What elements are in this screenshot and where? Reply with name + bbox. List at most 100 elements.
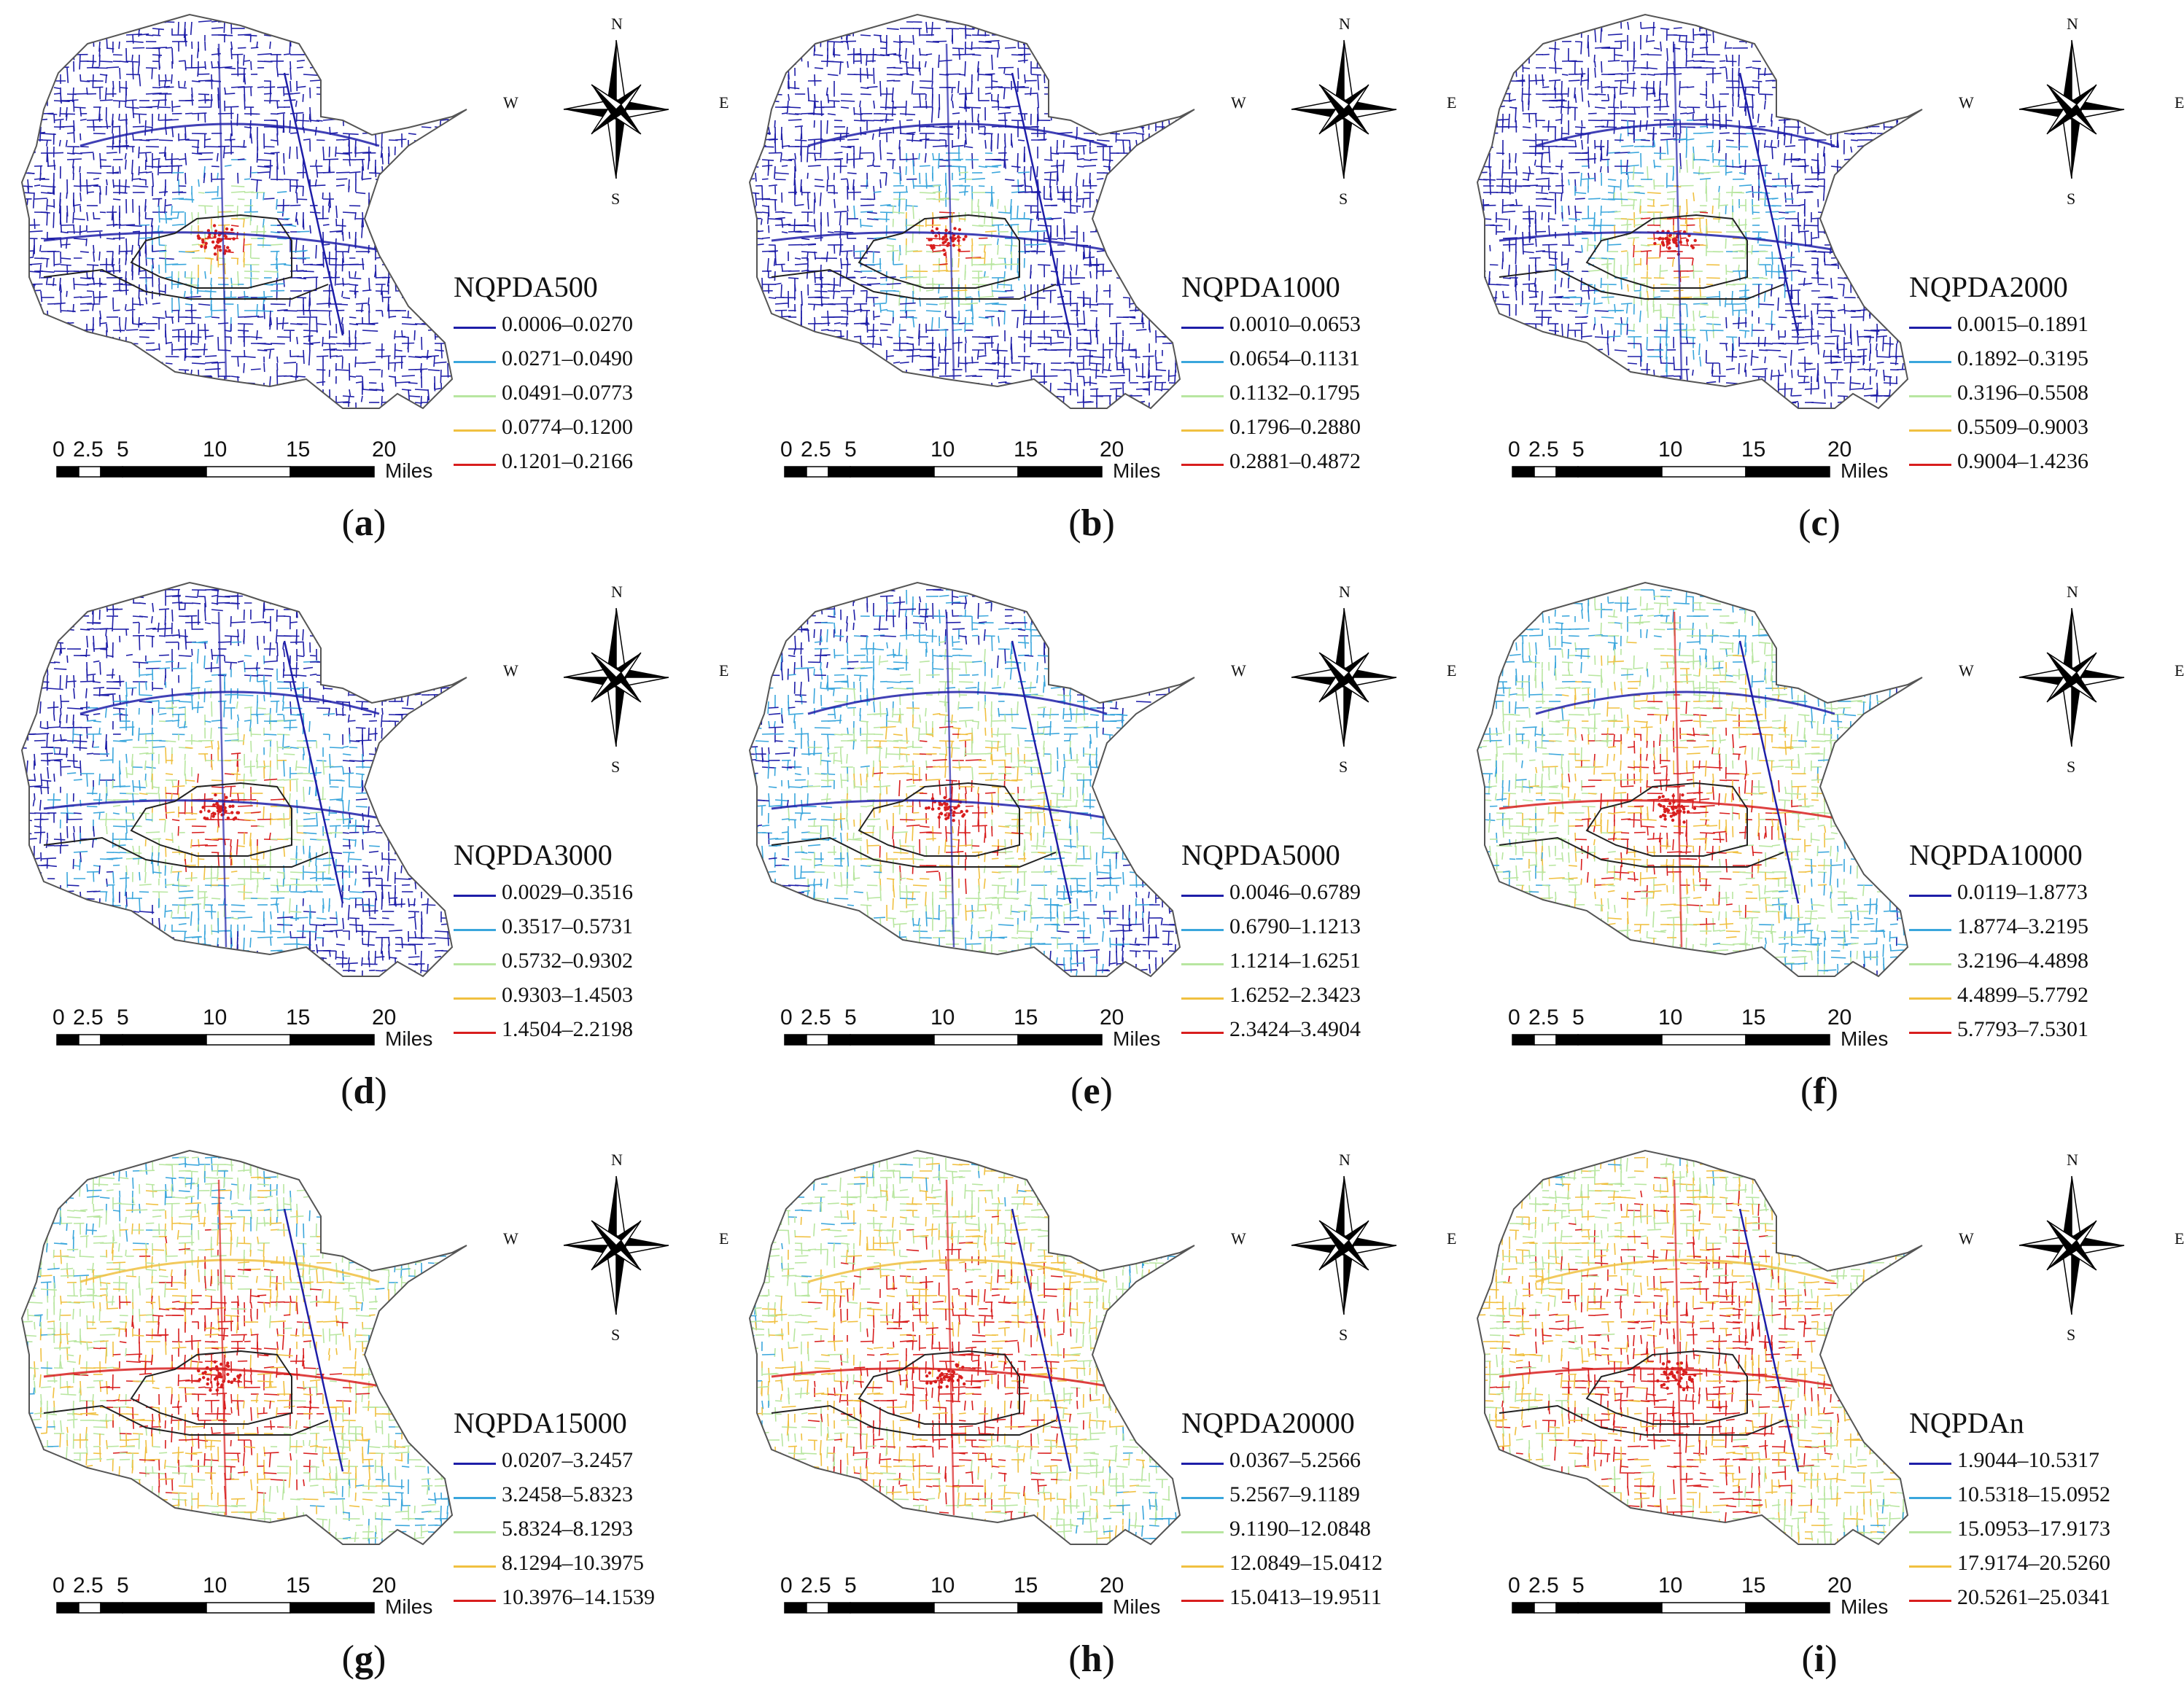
road-segment	[349, 61, 351, 69]
road-segment	[158, 74, 160, 87]
road-segment	[322, 67, 325, 81]
road-segment	[65, 238, 68, 249]
road-segment	[257, 349, 268, 351]
road-segment	[1057, 74, 1070, 77]
road-segment	[918, 330, 920, 346]
road-segment	[269, 41, 271, 50]
road-segment	[381, 21, 383, 36]
road-segment	[276, 309, 288, 311]
road-segment	[158, 28, 160, 35]
road-segment	[1162, 225, 1172, 227]
road-segment	[1030, 74, 1041, 76]
road-segment	[1167, 323, 1170, 331]
road-segment	[47, 152, 49, 167]
road-segment	[1082, 179, 1084, 187]
road-segment	[198, 179, 200, 187]
road-segment	[270, 231, 280, 234]
road-segment	[839, 61, 842, 75]
road-segment	[873, 263, 882, 265]
road-segment	[1607, 33, 1623, 36]
road-segment	[1882, 28, 1884, 42]
road-segment	[190, 376, 193, 385]
road-segment	[1044, 74, 1046, 83]
road-segment	[1135, 184, 1145, 187]
road-segment	[1017, 184, 1025, 187]
road-segment	[899, 302, 916, 305]
road-segment	[335, 152, 349, 155]
road-segment	[1778, 20, 1795, 23]
road-segment	[276, 251, 278, 261]
road-segment	[860, 74, 874, 76]
road-segment	[793, 343, 796, 351]
road-segment	[919, 138, 930, 141]
road-segment	[750, 152, 755, 154]
road-segment	[1652, 21, 1655, 36]
road-segment	[112, 139, 114, 150]
road-segment	[66, 47, 74, 50]
road-segment	[1004, 34, 1018, 36]
road-segment	[152, 348, 160, 351]
road-segment	[39, 126, 42, 142]
road-segment	[440, 382, 443, 394]
road-segment	[256, 192, 258, 200]
road-segment	[158, 113, 160, 121]
road-segment	[1128, 28, 1130, 42]
road-segment	[408, 52, 415, 55]
road-segment	[289, 376, 299, 378]
road-segment	[230, 402, 244, 405]
road-segment	[939, 217, 949, 219]
road-segment	[454, 106, 467, 109]
road-segment	[807, 172, 809, 179]
road-segment	[1882, 47, 1884, 59]
road-segment	[139, 74, 141, 87]
road-segment	[426, 349, 429, 360]
road-segment	[171, 316, 174, 324]
road-segment	[1036, 362, 1038, 373]
road-segment	[932, 126, 946, 128]
road-segment	[375, 231, 389, 233]
road-segment	[72, 146, 74, 154]
road-segment	[454, 192, 464, 194]
road-segment	[276, 284, 278, 300]
road-segment	[316, 21, 319, 39]
road-segment	[335, 205, 338, 218]
road-segment	[349, 284, 359, 287]
road-segment	[1155, 251, 1157, 262]
road-segment	[158, 343, 160, 351]
road-segment	[446, 323, 448, 339]
road-segment	[1122, 93, 1137, 95]
road-segment	[375, 53, 383, 55]
road-segment	[1142, 249, 1154, 252]
road-segment	[296, 336, 298, 345]
road-segment	[886, 28, 899, 31]
road-segment	[1155, 198, 1167, 201]
road-segment	[362, 73, 375, 75]
road-segment	[446, 303, 448, 311]
road-segment	[1030, 34, 1040, 36]
road-segment	[1555, 61, 1557, 74]
road-segment	[925, 53, 933, 55]
road-segment	[788, 158, 795, 160]
road-segment	[1057, 191, 1073, 193]
road-segment	[1477, 21, 1480, 23]
road-segment	[171, 395, 173, 402]
road-segment	[263, 402, 280, 405]
road-segment	[1804, 28, 1806, 44]
road-segment	[820, 100, 823, 117]
road-segment	[256, 152, 258, 163]
road-segment	[460, 376, 467, 378]
road-segment	[204, 290, 217, 293]
road-segment	[296, 230, 310, 233]
road-segment	[906, 74, 914, 76]
road-segment	[93, 402, 102, 405]
road-segment	[1155, 106, 1167, 109]
road-segment	[1154, 205, 1157, 214]
road-segment	[334, 93, 337, 101]
road-segment	[257, 316, 264, 318]
road-network-map	[20, 13, 669, 478]
road-segment	[119, 192, 128, 194]
road-segment	[22, 93, 31, 96]
road-segment	[421, 28, 430, 30]
road-segment	[1547, 34, 1550, 42]
road-segment	[22, 322, 36, 324]
